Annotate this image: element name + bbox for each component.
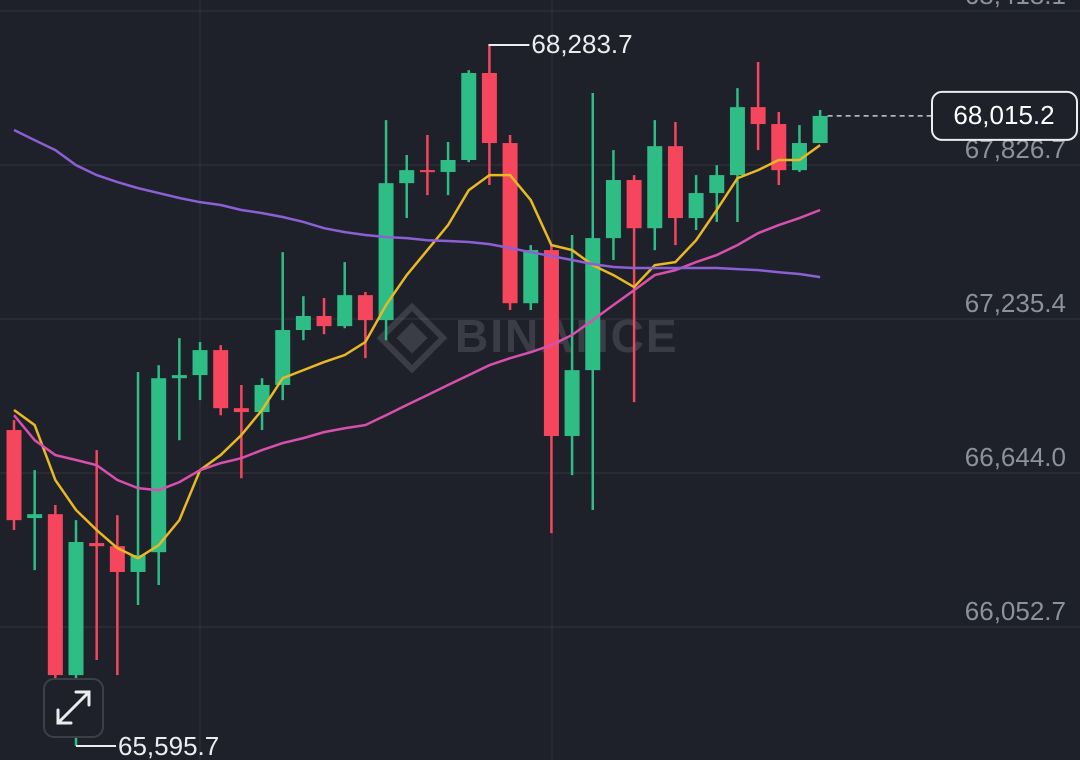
candle-body — [337, 295, 353, 327]
candle-body — [461, 72, 477, 160]
candle-body — [233, 408, 249, 413]
candle-body — [729, 107, 745, 176]
candle-body — [791, 143, 807, 171]
last-price-label: 68,015.2 — [953, 100, 1054, 130]
expand-icon[interactable] — [56, 690, 91, 725]
watermark-logo — [376, 302, 448, 374]
y-tick-label: 68,418.1 — [965, 0, 1066, 10]
y-tick-label: 66,644.0 — [965, 442, 1066, 472]
candle-body — [812, 115, 828, 144]
candle-body — [564, 370, 580, 437]
candle-body — [295, 315, 311, 331]
candle-body — [419, 170, 435, 173]
moving-average-line — [13, 128, 821, 279]
candle-body — [626, 180, 642, 229]
expand-button[interactable] — [43, 678, 104, 738]
candle-body — [647, 146, 663, 229]
candle-body — [275, 330, 291, 385]
candle-body — [357, 295, 373, 321]
axis-labels: 68,418.167,826.767,235.466,644.066,052.7… — [76, 0, 1078, 760]
candle-body — [771, 124, 787, 171]
candle-body — [502, 143, 518, 304]
candle-body — [440, 159, 456, 172]
candle-body — [523, 250, 539, 304]
low-annotation-label: 65,595.7 — [118, 731, 219, 760]
candle-body — [27, 514, 43, 519]
candle-body — [481, 72, 497, 144]
candle-body — [213, 350, 229, 409]
candle-body — [151, 378, 167, 553]
moving-average-line — [13, 144, 821, 560]
candle-body — [709, 175, 725, 194]
candle-body — [47, 514, 63, 676]
candle-body — [171, 375, 187, 379]
candle-body — [378, 183, 394, 321]
candle-body — [585, 238, 601, 371]
candle-body — [89, 543, 105, 547]
y-tick-label: 66,052.7 — [965, 596, 1066, 626]
candle-body — [68, 542, 84, 676]
candle-body — [605, 180, 621, 239]
candle-body — [109, 546, 125, 572]
high-annotation-label: 68,283.7 — [531, 29, 632, 59]
candle-body — [750, 107, 766, 125]
candle-body — [316, 315, 332, 327]
candle-body — [192, 350, 208, 376]
watermark: BINANCE — [376, 302, 679, 374]
plot-area — [6, 45, 828, 747]
watermark-text: BINANCE — [455, 310, 679, 362]
candle-body — [399, 170, 415, 184]
last-price-box — [931, 90, 1078, 141]
moving-average-line — [13, 208, 821, 492]
candle-body — [667, 146, 683, 219]
grid — [0, 10, 1080, 628]
candle-body — [543, 250, 559, 437]
y-tick-label: 67,235.4 — [965, 288, 1066, 318]
candle-body — [130, 555, 146, 572]
candle-body — [6, 430, 22, 521]
candle-body — [688, 193, 704, 219]
high-annotation-line — [488, 43, 530, 46]
